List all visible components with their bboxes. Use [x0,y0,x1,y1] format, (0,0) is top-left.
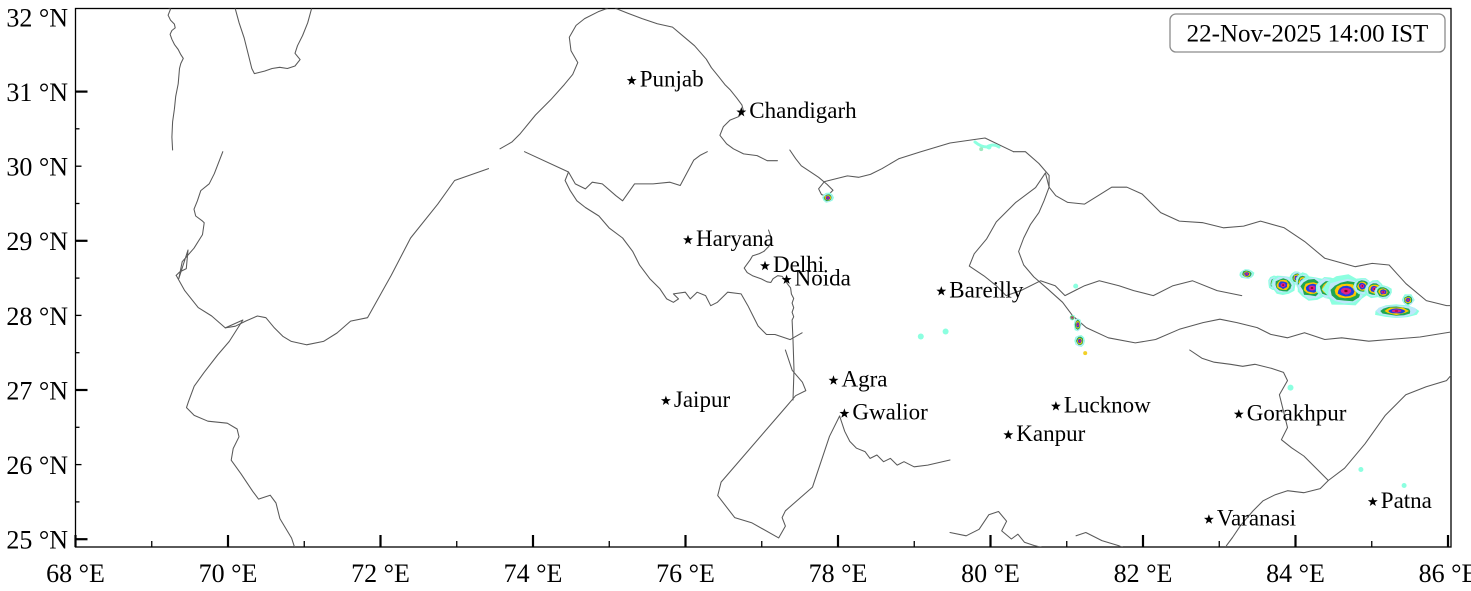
svg-text:70 °E: 70 °E [199,559,258,588]
svg-text:22-Nov-2025 14:00 IST: 22-Nov-2025 14:00 IST [1187,21,1429,48]
svg-text:74 °E: 74 °E [504,559,563,588]
svg-text:32 °N: 32 °N [6,4,68,33]
svg-text:25 °N: 25 °N [6,526,68,555]
svg-text:72 °E: 72 °E [351,559,410,588]
svg-text:28 °N: 28 °N [6,302,68,331]
svg-text:84 °E: 84 °E [1266,559,1325,588]
svg-text:Noida: Noida [795,266,851,291]
svg-text:76 °E: 76 °E [656,559,715,588]
svg-text:26 °N: 26 °N [6,451,68,480]
svg-text:Bareilly: Bareilly [949,277,1024,302]
svg-text:Gwalior: Gwalior [852,400,928,425]
svg-text:82 °E: 82 °E [1114,559,1173,588]
svg-text:Gorakhpur: Gorakhpur [1247,400,1347,425]
svg-text:Chandigarh: Chandigarh [749,98,857,123]
svg-text:27 °N: 27 °N [6,377,68,406]
svg-text:29 °N: 29 °N [6,227,68,256]
svg-text:Jaipur: Jaipur [674,387,731,412]
svg-text:Haryana: Haryana [696,226,774,251]
svg-text:Varanasi: Varanasi [1217,506,1296,531]
svg-text:78 °E: 78 °E [809,559,868,588]
svg-text:80 °E: 80 °E [961,559,1020,588]
svg-text:Agra: Agra [842,367,888,392]
svg-text:Lucknow: Lucknow [1064,392,1151,417]
svg-text:30 °N: 30 °N [6,153,68,182]
svg-text:Patna: Patna [1381,488,1432,513]
svg-text:31 °N: 31 °N [6,78,68,107]
svg-text:68 °E: 68 °E [46,559,105,588]
svg-text:86 °E: 86 °E [1419,559,1471,588]
svg-text:Kanpur: Kanpur [1016,421,1085,446]
svg-text:Punjab: Punjab [640,67,704,92]
